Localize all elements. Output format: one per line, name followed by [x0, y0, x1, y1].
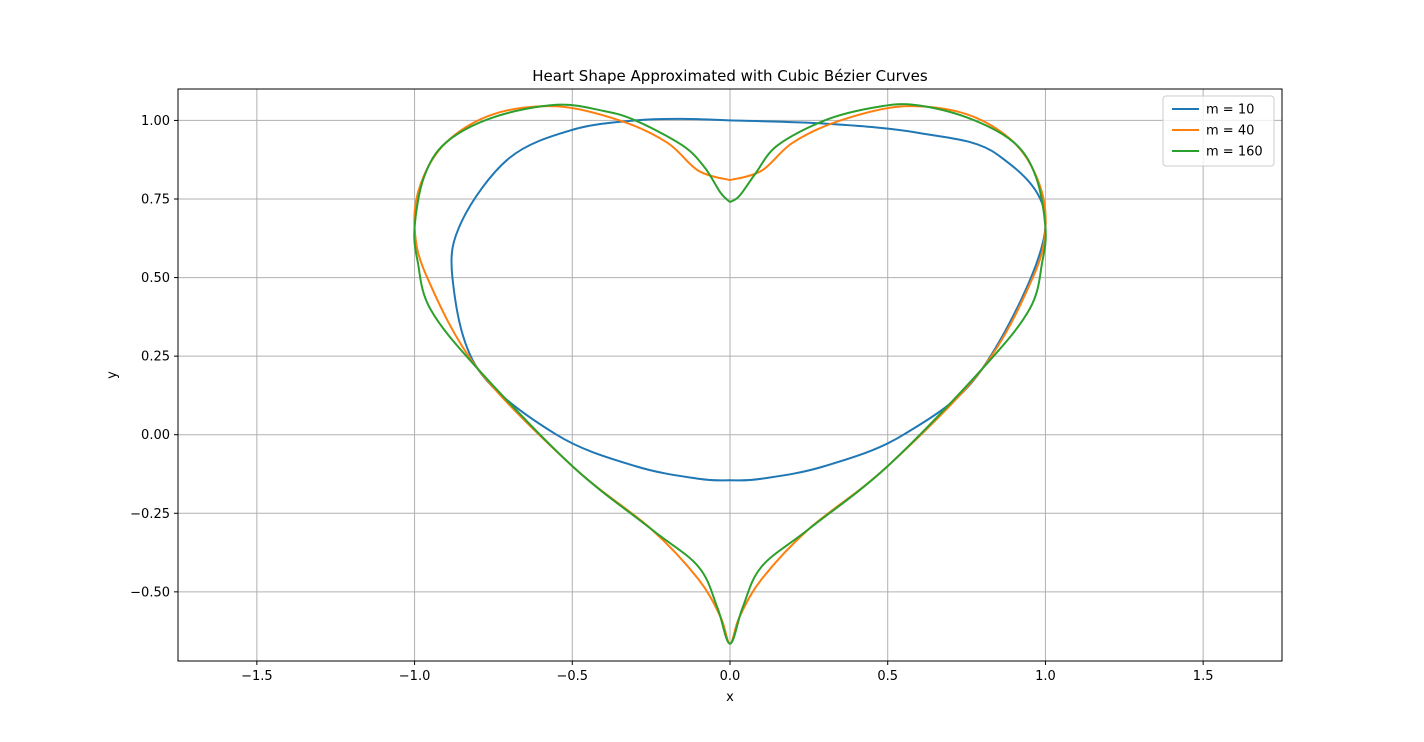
legend: m = 10 m = 40 m = 160 — [1162, 95, 1275, 167]
ticks: −1.5 −1.0 −0.5 0.0 0.5 1.0 1.5 −0.50 −0.25 0.00 0.… — [130, 114, 1213, 684]
y-tick-label: 0.50 — [141, 271, 170, 286]
y-tick-label: 0.75 — [141, 193, 170, 208]
x-tick-label: −1.0 — [399, 669, 431, 684]
x-tick-label: 1.0 — [1035, 669, 1056, 684]
y-tick-label: −0.25 — [130, 507, 170, 522]
x-tick-label: 0.5 — [877, 669, 898, 684]
series-line-3 — [413, 103, 1047, 645]
x-tick-label: 1.5 — [1193, 669, 1214, 684]
x-axis-label: x — [726, 690, 734, 705]
y-tick-label: −0.50 — [130, 585, 170, 600]
y-tick-label: 1.00 — [141, 114, 170, 129]
x-tick-label: 0.0 — [720, 669, 741, 684]
legend-label: m = 160 — [1206, 145, 1263, 160]
series-lines — [413, 103, 1047, 645]
y-axis-label: y — [105, 371, 120, 379]
x-tick-label: −1.5 — [241, 669, 273, 684]
x-tick-label: −0.5 — [556, 669, 588, 684]
legend-box — [1162, 95, 1275, 167]
series-line-1 — [450, 117, 1047, 482]
y-tick-label: 0.25 — [141, 350, 170, 365]
legend-label: m = 10 — [1206, 103, 1254, 118]
y-tick-label: 0.00 — [141, 428, 170, 443]
chart-title: Heart Shape Approximated with Cubic Bézi… — [532, 67, 928, 85]
legend-label: m = 40 — [1206, 124, 1254, 139]
